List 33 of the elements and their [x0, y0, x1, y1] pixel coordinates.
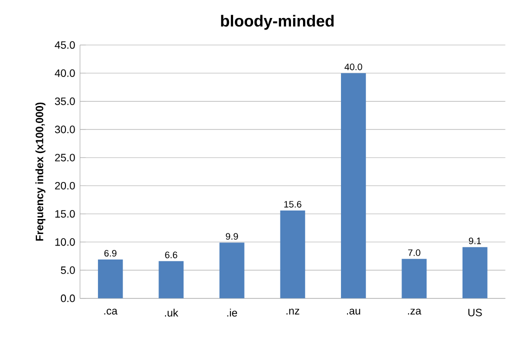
x-tick-label: US — [468, 308, 482, 316]
bar — [219, 242, 244, 298]
bar — [340, 73, 366, 298]
y-tick-label: 25.0 — [55, 154, 75, 162]
bar — [280, 210, 306, 298]
x-tick-label: .nz — [286, 308, 300, 314]
data-label: 40.0 — [344, 64, 362, 70]
y-tick-label: 5.0 — [60, 266, 75, 274]
bar — [158, 261, 184, 298]
data-label: 6.9 — [104, 250, 116, 257]
y-tick-label: 20.0 — [55, 182, 75, 190]
x-tick-label: .uk — [165, 308, 178, 317]
y-tick-label: 45.0 — [54, 41, 75, 49]
x-tick-label: .ca — [104, 308, 118, 315]
bar — [402, 258, 427, 298]
x-tick-label: .au — [346, 308, 360, 315]
bar — [462, 247, 488, 298]
y-axis-title: Frequency index (x100,000) — [35, 102, 46, 241]
chart-title: bloody-minded — [221, 14, 334, 30]
y-tick-label: 0.0 — [60, 294, 75, 302]
data-label: 7.0 — [408, 249, 420, 256]
y-tick-label: 40.0 — [54, 69, 75, 77]
data-label: 15.6 — [284, 200, 302, 208]
x-tick-label: .ie — [227, 308, 238, 317]
y-tick-label: 30.0 — [54, 126, 75, 134]
y-tick-label: 15.0 — [55, 210, 75, 218]
data-label: 9.9 — [226, 233, 238, 240]
y-tick-label: 10.0 — [55, 238, 75, 246]
data-label: 9.1 — [468, 238, 481, 244]
data-label: 6.6 — [165, 252, 178, 258]
bar — [98, 259, 123, 298]
x-tick-label: .za — [408, 308, 422, 315]
y-tick-label: 35.0 — [54, 98, 75, 106]
